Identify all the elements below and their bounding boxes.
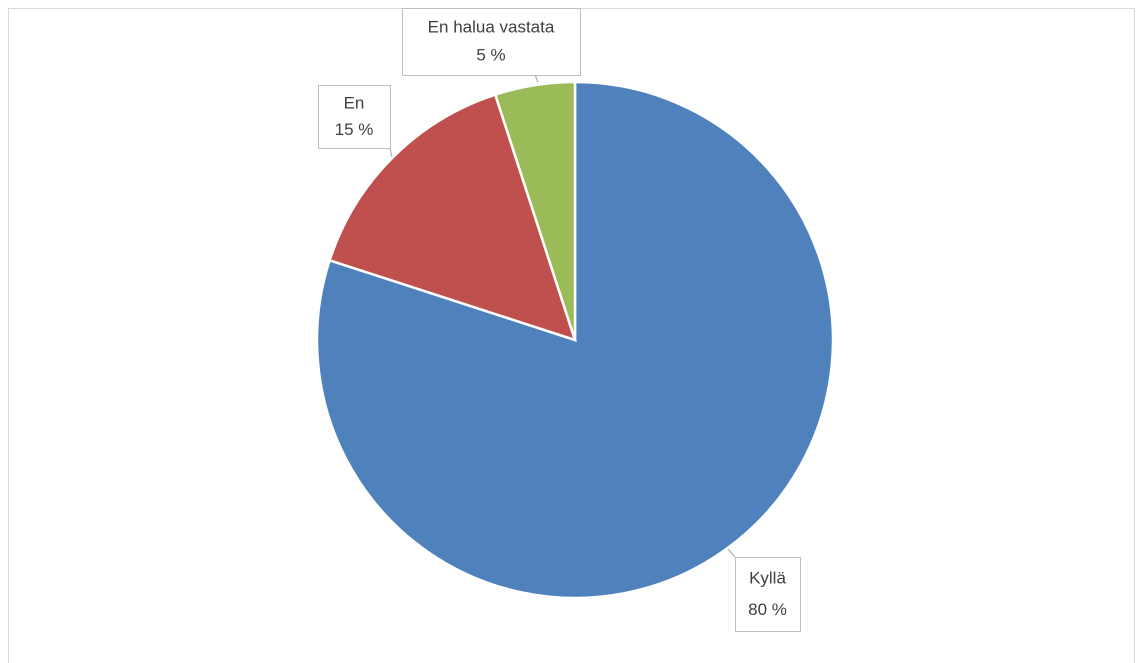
pie-slice (493, 80, 577, 341)
label-value: 15 % (335, 120, 374, 139)
leader-line (534, 74, 539, 83)
label-box (735, 557, 801, 632)
label-category: En halua vastata (428, 18, 555, 37)
leader-line (389, 147, 393, 158)
pie-slice (328, 93, 577, 342)
label-category: Kyllä (749, 569, 786, 588)
leader-line (727, 548, 736, 558)
label-value: 5 % (476, 46, 505, 65)
label-box (318, 85, 391, 149)
pie-slice (315, 80, 835, 600)
label-value: 80 % (748, 600, 787, 619)
label-box (402, 8, 581, 76)
label-category: En (344, 93, 365, 112)
